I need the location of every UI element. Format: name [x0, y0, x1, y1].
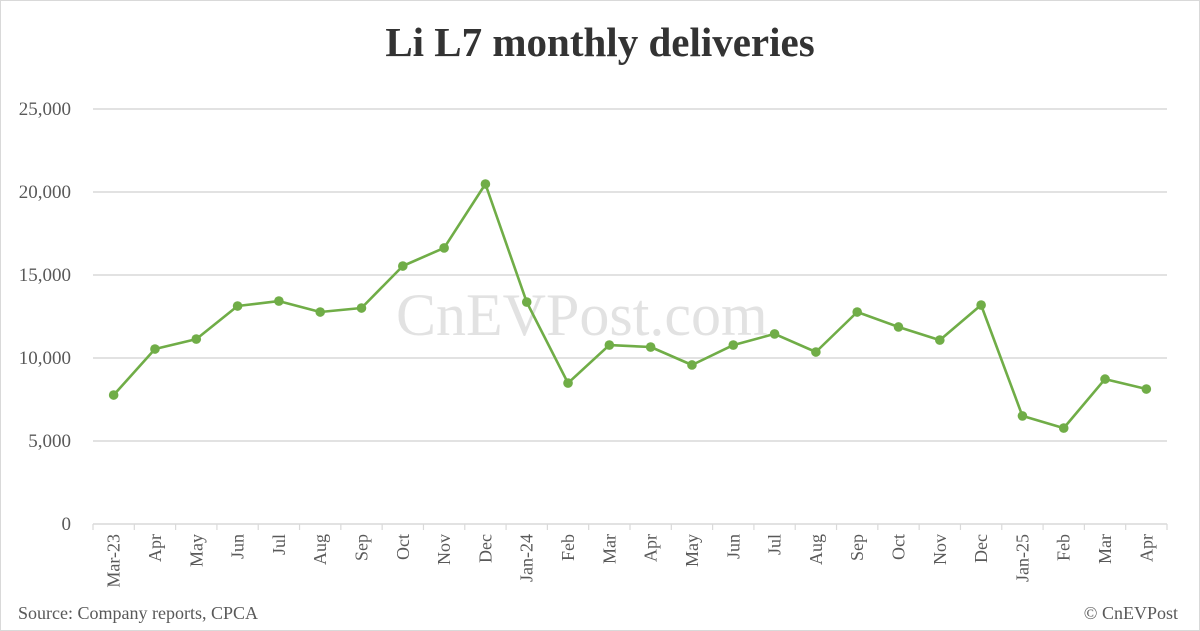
x-tick-label: Apr [1136, 534, 1156, 562]
x-axis [92, 523, 1168, 530]
data-point-marker [645, 342, 656, 352]
x-tick-label: Oct [889, 534, 909, 560]
y-tick-label: 15,000 [19, 265, 71, 286]
x-tick-label: Mar [1095, 534, 1115, 564]
y-tick-label: 20,000 [19, 182, 71, 203]
x-tick-label: Nov [930, 534, 950, 565]
y-axis-labels: 0 5,000 10,000 15,000 20,000 25,000 [19, 99, 71, 535]
x-tick-label: Aug [806, 534, 826, 565]
x-tick-label: Sep [847, 534, 867, 561]
data-point-marker [315, 307, 325, 317]
x-tick-label: Jun [723, 534, 743, 559]
x-tick-label: May [186, 534, 206, 567]
data-point-marker [108, 390, 119, 400]
x-tick-label: Feb [1054, 534, 1074, 561]
data-point-marker [852, 307, 862, 317]
x-tick-label: Sep [352, 534, 372, 561]
x-tick-label: Jan-24 [517, 534, 537, 582]
data-series [108, 179, 1152, 433]
data-point-marker [356, 303, 367, 313]
data-point-marker [521, 297, 532, 307]
y-tick-label: 5,000 [28, 431, 71, 452]
data-point-marker [935, 335, 945, 345]
data-point-marker [1058, 423, 1069, 433]
x-tick-label: Jul [765, 534, 785, 555]
data-point-marker [893, 322, 904, 332]
data-point-marker [232, 301, 243, 311]
x-tick-label: Jun [228, 534, 248, 559]
data-point-marker [811, 347, 821, 357]
x-tick-label: Nov [434, 534, 454, 565]
y-tick-label: 10,000 [19, 348, 71, 369]
x-tick-label: Feb [558, 534, 578, 561]
x-axis-labels: Mar-23 Apr May Jun Jul Aug Sep Oct Nov Dec Jan-24 F… [104, 534, 1157, 588]
x-tick-label: Apr [641, 534, 661, 562]
x-tick-label: Dec [971, 534, 991, 563]
data-point-marker [274, 296, 284, 306]
y-tick-label: 0 [62, 514, 72, 535]
copyright-note: © CnEVPost [1083, 603, 1178, 623]
x-tick-label: Mar [599, 534, 619, 564]
source-note: Source: Company reports, CPCA [18, 603, 258, 623]
data-point-marker [480, 179, 491, 189]
data-point-marker [728, 340, 739, 350]
x-tick-label: Oct [393, 534, 413, 560]
data-point-marker [604, 340, 615, 350]
data-point-marker [439, 243, 449, 253]
data-point-marker [191, 334, 202, 344]
data-point-marker [563, 378, 573, 388]
chart-title: Li L7 monthly deliveries [385, 19, 815, 65]
data-point-marker [1141, 384, 1152, 394]
gridlines [93, 108, 1167, 442]
data-point-marker [769, 329, 780, 339]
x-tick-label: Jul [269, 534, 289, 555]
data-point-marker [1100, 374, 1110, 384]
data-point-marker [1017, 411, 1028, 421]
x-tick-label: Aug [310, 534, 330, 565]
x-tick-label: Mar-23 [104, 534, 124, 588]
data-point-marker [976, 300, 986, 310]
x-tick-label: Apr [145, 534, 165, 562]
watermark: CnEVPost.com [396, 282, 768, 348]
data-point-marker [398, 261, 408, 271]
data-point-marker [687, 360, 697, 370]
series-line [112, 182, 1147, 430]
y-tick-label: 25,000 [19, 99, 71, 120]
data-point-marker [150, 344, 160, 354]
x-tick-label: May [682, 534, 702, 567]
x-tick-label: Dec [475, 534, 495, 563]
x-tick-label: Jan-25 [1012, 534, 1032, 582]
